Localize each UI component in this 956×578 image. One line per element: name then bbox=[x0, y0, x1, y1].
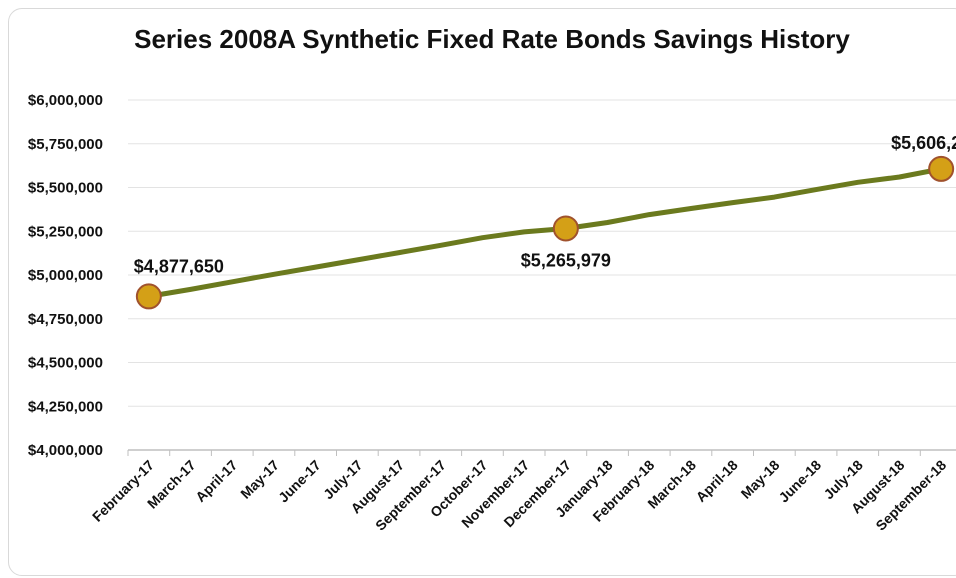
data-marker bbox=[552, 215, 579, 242]
x-tick-label: June-17 bbox=[275, 457, 324, 506]
y-tick-label: $5,250,000 bbox=[28, 223, 103, 240]
y-tick-label: $4,250,000 bbox=[28, 398, 103, 415]
y-axis-ticks: $4,000,000 $4,250,000 $4,500,000 $4,750,000… bbox=[28, 92, 103, 459]
data-label: $4,877,650 bbox=[134, 256, 224, 276]
y-tick-label: $6,000,000 bbox=[28, 92, 103, 109]
y-tick-label: $5,500,000 bbox=[28, 180, 103, 197]
data-marker bbox=[928, 155, 955, 182]
data-label: $5,606,270 bbox=[891, 133, 956, 153]
x-tick-label: February-17 bbox=[89, 457, 157, 525]
gridlines bbox=[128, 99, 956, 451]
y-tick-label: $4,500,000 bbox=[28, 355, 103, 372]
data-markers bbox=[135, 155, 955, 310]
series-line bbox=[146, 166, 944, 299]
chart-title: Series 2008A Synthetic Fixed Rate Bonds … bbox=[134, 24, 850, 54]
y-tick-label: $5,000,000 bbox=[28, 267, 103, 284]
x-tick-label: June-18 bbox=[775, 457, 824, 506]
x-tick-label: April-18 bbox=[693, 457, 741, 505]
y-tick-label: $5,750,000 bbox=[28, 136, 103, 153]
x-axis-ticks: February-17March-17April-17May-17June-17… bbox=[89, 450, 949, 534]
data-labels: $4,877,650 $5,265,979 $5,606,270 bbox=[134, 133, 956, 277]
x-tick-label: April-17 bbox=[192, 457, 240, 505]
data-label: $5,265,979 bbox=[521, 250, 611, 270]
y-tick-label: $4,750,000 bbox=[28, 311, 103, 328]
y-tick-label: $4,000,000 bbox=[28, 442, 103, 459]
data-marker bbox=[135, 283, 162, 310]
